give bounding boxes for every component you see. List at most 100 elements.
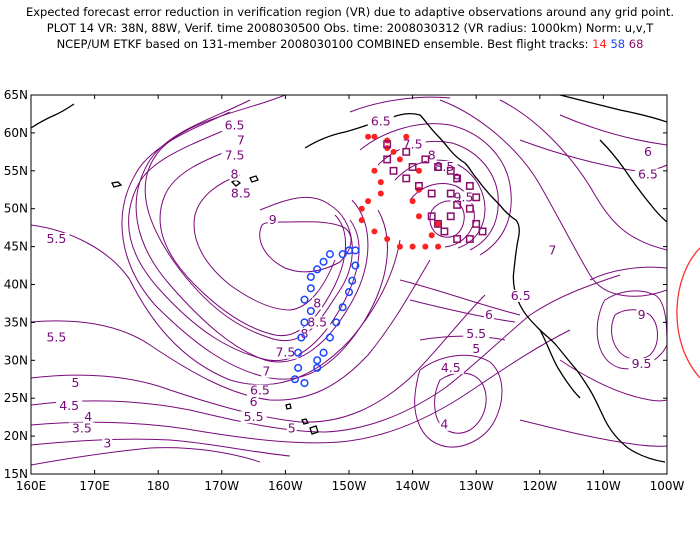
contour-label-bg (634, 168, 661, 181)
contour-lines (31, 95, 667, 466)
contour-label-bg (399, 138, 426, 151)
track-68-marker (389, 166, 398, 175)
flight-track-markers (290, 133, 487, 388)
lon-label: 170W (204, 479, 239, 493)
contour-value-label: 5.5 (244, 409, 264, 424)
contour-value-label: 6.5 (638, 167, 658, 182)
island-chain (111, 181, 123, 188)
contour-label-bg (272, 346, 299, 359)
track-label-a: 14 (592, 37, 607, 51)
track-58-marker (297, 333, 306, 342)
track-68-marker (408, 163, 417, 171)
contour-value-label: 6 (250, 394, 258, 409)
track-58-marker (300, 295, 309, 304)
track-68-marker (472, 193, 481, 202)
lon-label: 160E (16, 479, 47, 493)
contour-value-label: 5 (288, 421, 296, 436)
contour-line (559, 359, 667, 402)
contour-value-label: 5.5 (46, 231, 66, 246)
track-14-marker (371, 228, 378, 235)
lat-label: 35N (4, 315, 28, 329)
contour-label-bg (221, 119, 248, 132)
lon-label: 170E (79, 479, 110, 493)
track-14-marker (358, 217, 365, 224)
coastline-baja (539, 329, 581, 399)
lon-label: 110W (586, 479, 621, 493)
track-14-marker (409, 198, 416, 205)
track-68-marker (478, 227, 487, 236)
contour-value-label: 7.5 (275, 345, 295, 360)
longitude-labels: 160E 170E 180 170W 160W 150W 140W 130W 120W 110W 1… (16, 479, 685, 493)
track-58-marker (306, 306, 315, 316)
contour-label-bg (229, 168, 240, 181)
lat-label: 30N (4, 353, 28, 367)
track-58-marker (338, 250, 347, 259)
track-14-marker (377, 190, 384, 197)
contour-label-bg (367, 115, 394, 128)
map-background (31, 95, 667, 474)
coastlines (31, 95, 667, 463)
track-58-marker (319, 348, 328, 357)
contour-line (31, 329, 571, 444)
contour-value-label: 5.5 (466, 326, 486, 341)
contour-layer (31, 95, 667, 466)
contour-label-bg (56, 399, 83, 412)
contour-line (31, 274, 621, 433)
contour-value-label: 8.5 (307, 314, 327, 329)
contour-line (359, 123, 512, 256)
islands (111, 175, 319, 435)
contour-value-label: 4 (84, 409, 92, 424)
contour-label-bg (240, 411, 267, 424)
track-58-marker (290, 375, 299, 384)
contour-line (31, 438, 291, 457)
contour-value-label: 6.5 (371, 114, 391, 129)
contour-value-label: 7.5 (225, 148, 245, 163)
contour-label-bg (437, 361, 464, 374)
track-14-marker (390, 148, 397, 155)
contour-value-label: 8.5 (434, 159, 454, 174)
track-14-marker (358, 205, 365, 212)
track-58-marker (294, 363, 303, 372)
map-frame-area (31, 95, 667, 474)
track-68-marker (434, 163, 442, 171)
track-14-marker (435, 243, 442, 250)
contour-value-label: 3 (103, 436, 111, 451)
contour-value-label: 9 (638, 307, 646, 322)
lat-label: 65N (4, 88, 28, 102)
track-14-marker (384, 236, 391, 243)
contour-value-label: 9 (269, 212, 277, 227)
track-68-marker (465, 204, 474, 213)
track-14-marker (396, 156, 403, 163)
lon-label: 150W (332, 479, 367, 493)
track-14-marker (365, 198, 372, 205)
lon-label: 180 (147, 479, 170, 493)
track-68-marker (446, 212, 455, 221)
track-14-marker (396, 243, 403, 250)
contour-value-label: 6.5 (250, 383, 270, 398)
contour-label-bg (261, 365, 272, 378)
track-68-marker (472, 219, 481, 228)
contour-label-bg (43, 233, 70, 246)
contour-label-bg (439, 418, 450, 431)
map-header: Expected forecast error reduction in ver… (0, 4, 700, 52)
contour-line (31, 294, 486, 423)
contour-label-bg (642, 145, 653, 158)
track-58-marker (351, 261, 360, 270)
track-68-marker (446, 166, 455, 175)
lon-label: 100W (650, 479, 685, 493)
contour-label-bg (450, 191, 477, 204)
contour-line (414, 354, 503, 448)
contour-line (589, 266, 667, 281)
track-68-marker (465, 235, 474, 243)
track-14-marker (415, 167, 422, 174)
track-68-marker (383, 140, 392, 149)
coastline-kamchatka (31, 103, 75, 129)
lon-label: 130W (459, 479, 494, 493)
latitude-labels: 65N 60N 55N 50N 45N 40N 35N 30N 25N 20N 15N (4, 88, 28, 481)
contour-label-bg (471, 342, 482, 355)
island-chain (249, 175, 259, 183)
track-58-marker (306, 272, 315, 281)
contour-value-label: 7.5 (403, 136, 423, 151)
track-14-marker (371, 133, 378, 140)
track-14-marker (428, 232, 435, 239)
